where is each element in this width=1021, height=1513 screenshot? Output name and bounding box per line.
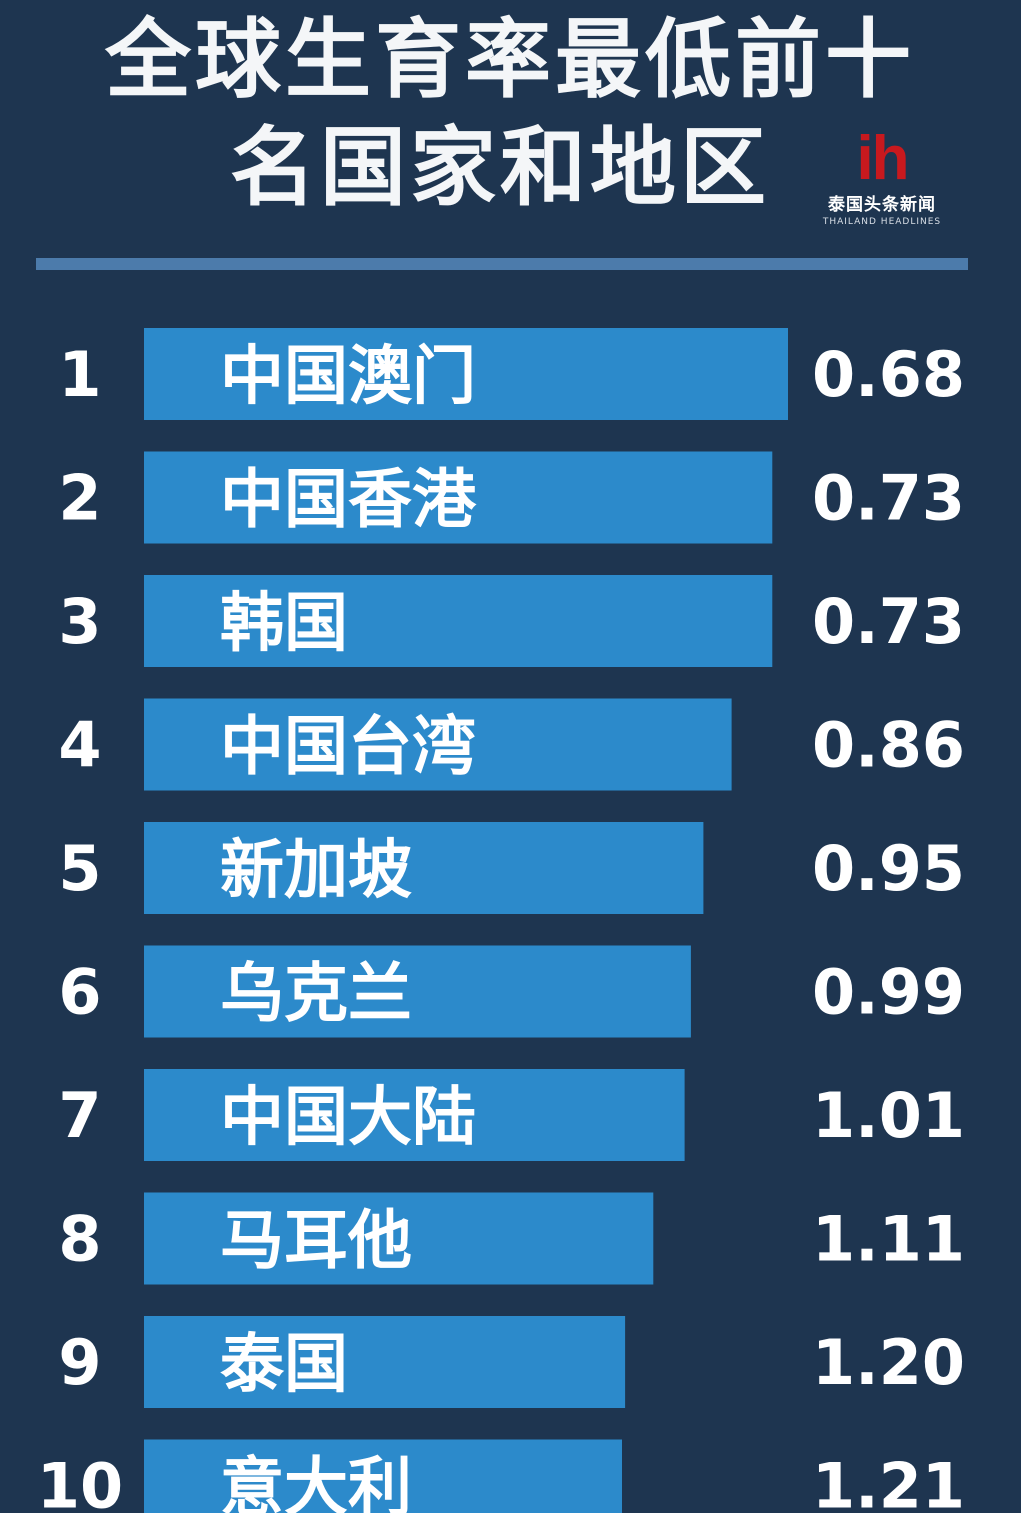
bar <box>144 1439 622 1513</box>
bar <box>144 575 773 667</box>
category-label: 乌克兰 <box>220 958 412 1032</box>
bar <box>144 822 704 914</box>
value-label: 0.99 <box>812 956 965 1029</box>
logo-mark: ih <box>856 124 909 193</box>
rank-label: 3 <box>58 585 101 658</box>
category-label: 中国大陆 <box>220 1081 476 1155</box>
category-label: 中国澳门 <box>220 340 476 414</box>
value-label: 0.68 <box>812 338 965 411</box>
value-label: 1.21 <box>812 1450 965 1513</box>
value-label: 1.11 <box>812 1203 965 1276</box>
bar <box>144 1316 626 1408</box>
chart-title: 全球生育率最低前十 名国家和地区 <box>60 6 960 222</box>
logo-name-en: THAILAND HEADLINES <box>822 217 942 227</box>
value-label: 0.73 <box>812 462 965 535</box>
title-line-1: 全球生育率最低前十 <box>105 10 915 110</box>
bar <box>144 1192 654 1285</box>
bar <box>144 698 732 791</box>
rank-label: 8 <box>58 1203 101 1276</box>
category-label: 韩国 <box>220 587 348 661</box>
rank-label: 10 <box>37 1450 123 1513</box>
rank-label: 5 <box>58 832 101 905</box>
value-label: 0.73 <box>812 585 965 658</box>
rank-label: 2 <box>58 462 101 535</box>
value-label: 0.86 <box>812 709 965 782</box>
bar <box>144 1069 685 1161</box>
value-label: 0.95 <box>812 832 965 905</box>
rank-label: 4 <box>58 709 101 782</box>
category-label: 意大利 <box>220 1452 412 1513</box>
bar <box>144 451 773 544</box>
category-label: 中国台湾 <box>220 711 476 785</box>
rank-label: 6 <box>58 956 101 1029</box>
logo-name-cn: 泰国头条新闻 <box>828 195 936 215</box>
bar <box>144 945 691 1038</box>
title-divider <box>36 258 968 270</box>
category-label: 中国香港 <box>220 464 477 538</box>
bar <box>144 328 788 420</box>
category-label: 马耳他 <box>220 1205 412 1279</box>
rank-label: 9 <box>58 1326 101 1399</box>
value-label: 1.20 <box>812 1326 965 1399</box>
title-line-2: 名国家和地区 <box>230 118 770 218</box>
publisher-logo: ih 泰国头条新闻 THAILAND HEADLINES <box>812 124 952 234</box>
category-label: 泰国 <box>220 1328 348 1402</box>
rank-label: 7 <box>58 1079 101 1152</box>
value-label: 1.01 <box>812 1079 965 1152</box>
rank-label: 1 <box>58 338 101 411</box>
category-label: 新加坡 <box>220 834 412 908</box>
